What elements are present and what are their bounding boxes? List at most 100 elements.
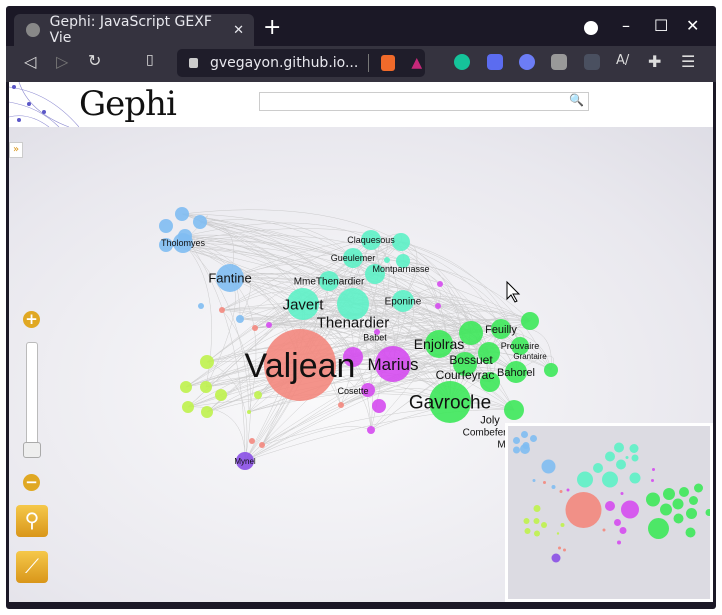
node[interactable] — [198, 303, 204, 309]
node[interactable] — [236, 315, 244, 323]
edge — [328, 280, 378, 333]
node[interactable] — [266, 322, 272, 328]
node[interactable] — [425, 330, 453, 358]
node[interactable] — [544, 363, 558, 377]
node[interactable] — [361, 383, 375, 397]
node[interactable] — [459, 321, 483, 345]
node[interactable] — [182, 401, 194, 413]
ext-icon[interactable] — [519, 54, 535, 70]
node[interactable] — [429, 381, 471, 423]
node[interactable] — [478, 342, 500, 364]
reload-icon[interactable]: ↻ — [88, 51, 102, 70]
node[interactable] — [504, 400, 524, 420]
search-tool-button[interactable]: ⚲ — [16, 505, 48, 537]
node[interactable] — [175, 207, 189, 221]
node[interactable] — [491, 319, 511, 339]
edge — [248, 300, 404, 413]
node[interactable] — [392, 290, 414, 312]
expand-panel-button[interactable]: » — [9, 142, 23, 158]
ext-dots-icon[interactable] — [584, 54, 600, 70]
bookmark-icon[interactable]: ▯ — [146, 52, 154, 68]
node[interactable] — [178, 229, 192, 243]
node[interactable] — [374, 329, 380, 335]
node[interactable] — [252, 325, 258, 331]
search-input[interactable]: 🔍 — [259, 92, 589, 111]
node[interactable] — [159, 238, 173, 252]
node[interactable] — [372, 399, 386, 413]
node[interactable] — [505, 361, 527, 383]
node[interactable] — [259, 442, 265, 448]
menu-icon[interactable]: ☰ — [681, 52, 696, 71]
node[interactable] — [319, 271, 339, 291]
node[interactable] — [338, 402, 344, 408]
node[interactable] — [249, 438, 255, 444]
minimap-node — [620, 492, 624, 495]
node[interactable] — [180, 381, 192, 393]
minimap[interactable] — [505, 423, 713, 602]
edge — [229, 239, 402, 279]
node[interactable] — [215, 389, 227, 401]
node[interactable] — [511, 337, 529, 355]
node[interactable] — [159, 219, 173, 233]
graph-canvas[interactable]: Valjean Gavroche Marius Javert Thenardier Enj… — [9, 127, 713, 602]
node[interactable] — [343, 248, 363, 268]
node[interactable] — [264, 329, 336, 401]
grammarly-icon[interactable] — [454, 54, 470, 70]
node[interactable] — [247, 410, 251, 414]
forward-icon[interactable]: ▷ — [56, 52, 69, 71]
zoom-out-button[interactable]: − — [23, 474, 40, 491]
extensions-icon[interactable]: ✚ — [648, 52, 662, 71]
node[interactable] — [236, 452, 254, 470]
zoom-slider[interactable] — [26, 342, 38, 457]
node[interactable] — [384, 257, 390, 263]
node-label: Javert — [283, 296, 325, 313]
node[interactable] — [200, 355, 214, 369]
close-window-button[interactable]: ✕ — [686, 16, 700, 35]
node[interactable] — [437, 281, 443, 287]
close-tab-icon[interactable]: ✕ — [233, 22, 244, 38]
minimap-node — [602, 528, 606, 532]
new-tab-button[interactable]: + — [263, 15, 282, 40]
layout-tool-button[interactable]: ⟋ — [16, 551, 48, 583]
zoom-ext-icon[interactable] — [487, 54, 503, 70]
copy-ext-icon[interactable] — [551, 54, 567, 70]
node[interactable] — [361, 230, 381, 250]
minimap-node — [602, 471, 618, 488]
edge — [261, 239, 372, 446]
node[interactable] — [287, 288, 319, 320]
spellcheck-icon[interactable]: A/ — [616, 53, 630, 68]
edge — [206, 370, 517, 413]
node[interactable] — [216, 264, 244, 292]
search-icon[interactable]: 🔍 — [569, 93, 584, 107]
node[interactable] — [200, 381, 212, 393]
zoom-slider-handle[interactable] — [23, 442, 41, 458]
network-logo-art — [9, 82, 79, 127]
node[interactable] — [219, 307, 225, 313]
minimize-button[interactable]: – — [622, 16, 630, 35]
address-bar[interactable]: gvegayon.github.io... ▲ — [177, 49, 425, 77]
edge — [181, 213, 472, 334]
node-label: Courfeyrac — [436, 368, 495, 382]
node[interactable] — [396, 254, 410, 268]
node[interactable] — [480, 372, 500, 392]
node[interactable] — [392, 233, 410, 251]
brave-rewards-icon[interactable]: ▲ — [411, 55, 423, 71]
browser-tab[interactable]: Gephi: JavaScript GEXF Vie ✕ — [14, 14, 254, 46]
node[interactable] — [365, 264, 385, 284]
maximize-button[interactable]: ☐ — [654, 16, 669, 35]
node[interactable] — [367, 426, 375, 434]
node[interactable] — [337, 288, 369, 320]
node[interactable] — [521, 312, 539, 330]
brave-shield-icon[interactable] — [381, 55, 396, 71]
node[interactable] — [375, 346, 411, 382]
profile-icon[interactable] — [584, 21, 598, 35]
node[interactable] — [343, 347, 363, 367]
node[interactable] — [201, 406, 213, 418]
node[interactable] — [193, 215, 207, 229]
node[interactable] — [435, 303, 441, 309]
node[interactable] — [453, 352, 477, 376]
back-icon[interactable]: ◁ — [24, 52, 37, 71]
node[interactable] — [254, 391, 262, 399]
zoom-in-button[interactable]: + — [23, 311, 40, 328]
